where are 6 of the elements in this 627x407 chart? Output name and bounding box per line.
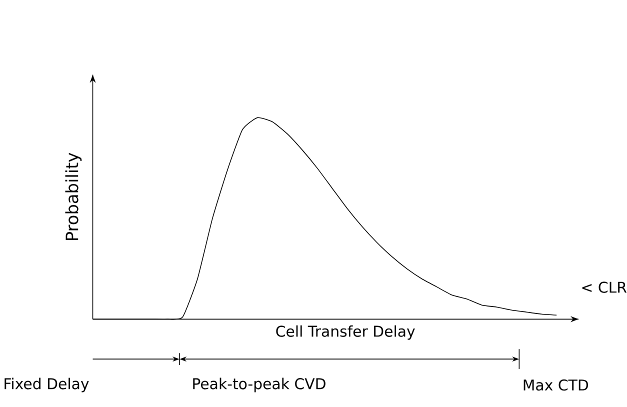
text: Fixed Delay (4, 378, 89, 392)
x-axis-title: Cell Transfer Delay (276, 325, 415, 340)
text: Peak-to-peak CVD (193, 378, 326, 392)
text: Max CTD (524, 379, 588, 391)
text: < CLR (582, 282, 627, 293)
y-axis-title: Probability (65, 152, 82, 240)
